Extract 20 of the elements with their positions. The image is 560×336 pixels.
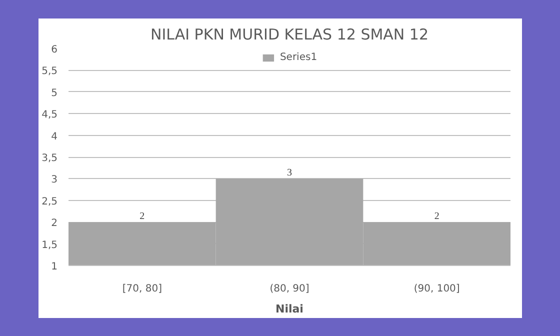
y-tick-label: 4 xyxy=(51,131,58,142)
y-tick-label: 5 xyxy=(51,88,58,99)
y-tick-label: 1,5 xyxy=(42,240,58,251)
x-tick-label: [70, 80] xyxy=(122,284,162,294)
chart-title: NILAI PKN MURID KELAS 12 SMAN 12 xyxy=(150,26,428,44)
data-label: 3 xyxy=(287,168,292,179)
y-tick-label: 3,5 xyxy=(42,153,58,164)
y-tick-label: 4,5 xyxy=(42,110,58,121)
y-tick-label: 3 xyxy=(51,174,58,186)
legend-label: Series1 xyxy=(280,52,318,63)
y-tick-label: 2 xyxy=(51,218,58,230)
x-tick-label: (90, 100] xyxy=(414,284,460,294)
data-label: 2 xyxy=(140,211,145,222)
y-tick-label: 2,5 xyxy=(42,196,58,208)
x-axis-title: Nilai xyxy=(276,302,304,316)
y-tick-label: 6 xyxy=(51,44,58,56)
x-tick-label: (80, 90] xyxy=(270,284,310,294)
data-label: 2 xyxy=(434,211,440,222)
y-tick-label: 5,5 xyxy=(42,66,58,78)
y-tick-label: 1 xyxy=(51,262,58,272)
